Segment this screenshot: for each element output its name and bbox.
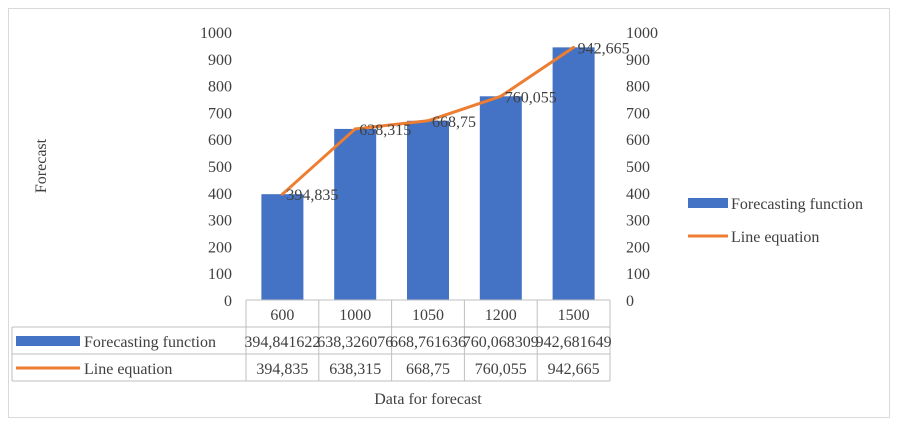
- x-tick-label: 1200: [485, 307, 517, 324]
- line-point: [280, 192, 284, 196]
- y2-tick-label: 0: [626, 293, 634, 310]
- x-tick-label: 1500: [558, 307, 590, 324]
- y2-tick-label: 700: [626, 105, 650, 122]
- legend-key-bar: [16, 336, 80, 346]
- y-tick-label: 300: [208, 213, 232, 230]
- table-cell: 394,841622: [244, 334, 320, 351]
- table-cell: 668,761636: [390, 334, 466, 351]
- y-tick-label: 1000: [200, 25, 232, 42]
- y2-tick-label: 500: [626, 159, 650, 176]
- y-tick-label: 200: [208, 239, 232, 256]
- y2-tick-label: 600: [626, 132, 650, 149]
- x-tick-label: 600: [270, 307, 294, 324]
- table-cell: 638,315: [329, 361, 381, 378]
- y2-tick-label: 900: [626, 52, 650, 69]
- table-cell: 942,665: [548, 361, 600, 378]
- line-point: [499, 94, 503, 98]
- data-label: 760,055: [505, 89, 557, 106]
- line-point: [572, 45, 576, 49]
- data-label: 668,75: [432, 114, 476, 131]
- table-cell: 760,055: [475, 361, 527, 378]
- legend-entry: Line equation: [731, 229, 819, 246]
- x-tick-label: 1050: [412, 307, 444, 324]
- y2-tick-label: 200: [626, 239, 650, 256]
- bar: [334, 128, 377, 300]
- y2-tick-label: 300: [626, 213, 650, 230]
- bar: [479, 96, 522, 300]
- data-label: 394,835: [286, 187, 338, 204]
- y-tick-label: 400: [208, 186, 232, 203]
- legend-entry: Forecasting function: [731, 196, 863, 213]
- x-axis-title: Data for forecast: [374, 391, 482, 408]
- data-label: 638,315: [359, 122, 411, 139]
- bar: [552, 47, 595, 301]
- y2-tick-label: 400: [626, 186, 650, 203]
- y-tick-label: 0: [224, 293, 232, 310]
- y-tick-label: 600: [208, 132, 232, 149]
- table-cell: 760,068309: [463, 334, 539, 351]
- legend-key-bar: [688, 198, 728, 208]
- table-series-name: Line equation: [84, 361, 172, 378]
- y2-tick-label: 100: [626, 266, 650, 283]
- line-point: [353, 127, 357, 131]
- table-cell: 394,835: [256, 361, 308, 378]
- y-tick-label: 700: [208, 105, 232, 122]
- line-point: [426, 119, 430, 123]
- table-cell: 638,326076: [317, 334, 393, 351]
- y-axis-title: Forecast: [33, 138, 50, 193]
- table-cell: 668,75: [406, 361, 450, 378]
- y2-tick-label: 800: [626, 79, 650, 96]
- y-tick-label: 100: [208, 266, 232, 283]
- bar: [261, 194, 304, 300]
- y2-tick-label: 1000: [626, 25, 658, 42]
- table-series-name: Forecasting function: [84, 334, 216, 351]
- y-tick-label: 800: [208, 79, 232, 96]
- y-tick-label: 500: [208, 159, 232, 176]
- y-tick-label: 900: [208, 52, 232, 69]
- bar: [407, 120, 449, 300]
- x-tick-label: 1000: [339, 307, 371, 324]
- table-cell: 942,681649: [536, 334, 612, 351]
- data-label: 942,665: [578, 40, 630, 57]
